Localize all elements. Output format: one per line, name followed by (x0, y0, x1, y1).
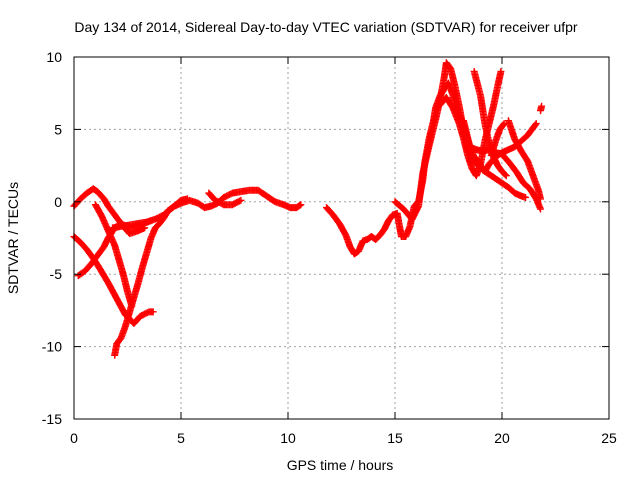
x-tick-label: 20 (494, 430, 510, 446)
chart-title: Day 134 of 2014, Sidereal Day-to-day VTE… (74, 19, 578, 35)
y-axis-title: SDTVAR / TECUs (5, 182, 21, 294)
data-point (296, 201, 304, 209)
x-tick-labels: 0 5 10 15 20 25 (70, 430, 617, 446)
data-point (297, 201, 305, 209)
data-point (235, 197, 243, 205)
data-point (522, 193, 530, 201)
plot-frame (73, 56, 610, 420)
data-point (501, 171, 509, 179)
x-tick-label: 10 (280, 430, 296, 446)
grid-lines (74, 57, 609, 419)
data-point (183, 195, 191, 203)
data-point (500, 120, 508, 128)
data-point (499, 121, 507, 129)
y-tick-label: 5 (54, 121, 62, 137)
data-point (531, 121, 539, 129)
data-point (502, 172, 510, 180)
data-point (532, 120, 540, 128)
axis-ticks (73, 56, 610, 420)
data-point (149, 308, 157, 316)
x-tick-label: 5 (177, 430, 185, 446)
data-points (70, 59, 546, 359)
data-point (537, 205, 545, 213)
data-point (237, 196, 245, 204)
y-tick-label: 10 (46, 49, 62, 65)
data-point (537, 195, 545, 203)
y-tick-labels: -15 -10 -5 0 5 10 (42, 49, 62, 427)
x-tick-label: 15 (387, 430, 403, 446)
y-tick-label: -10 (42, 339, 62, 355)
y-tick-label: -15 (42, 411, 62, 427)
x-tick-label: 0 (70, 430, 78, 446)
y-tick-label: 0 (54, 194, 62, 210)
data-point (538, 102, 546, 110)
y-tick-label: -5 (50, 266, 63, 282)
data-point (497, 67, 505, 75)
x-tick-label: 25 (601, 430, 617, 446)
x-axis-title: GPS time / hours (287, 457, 394, 473)
